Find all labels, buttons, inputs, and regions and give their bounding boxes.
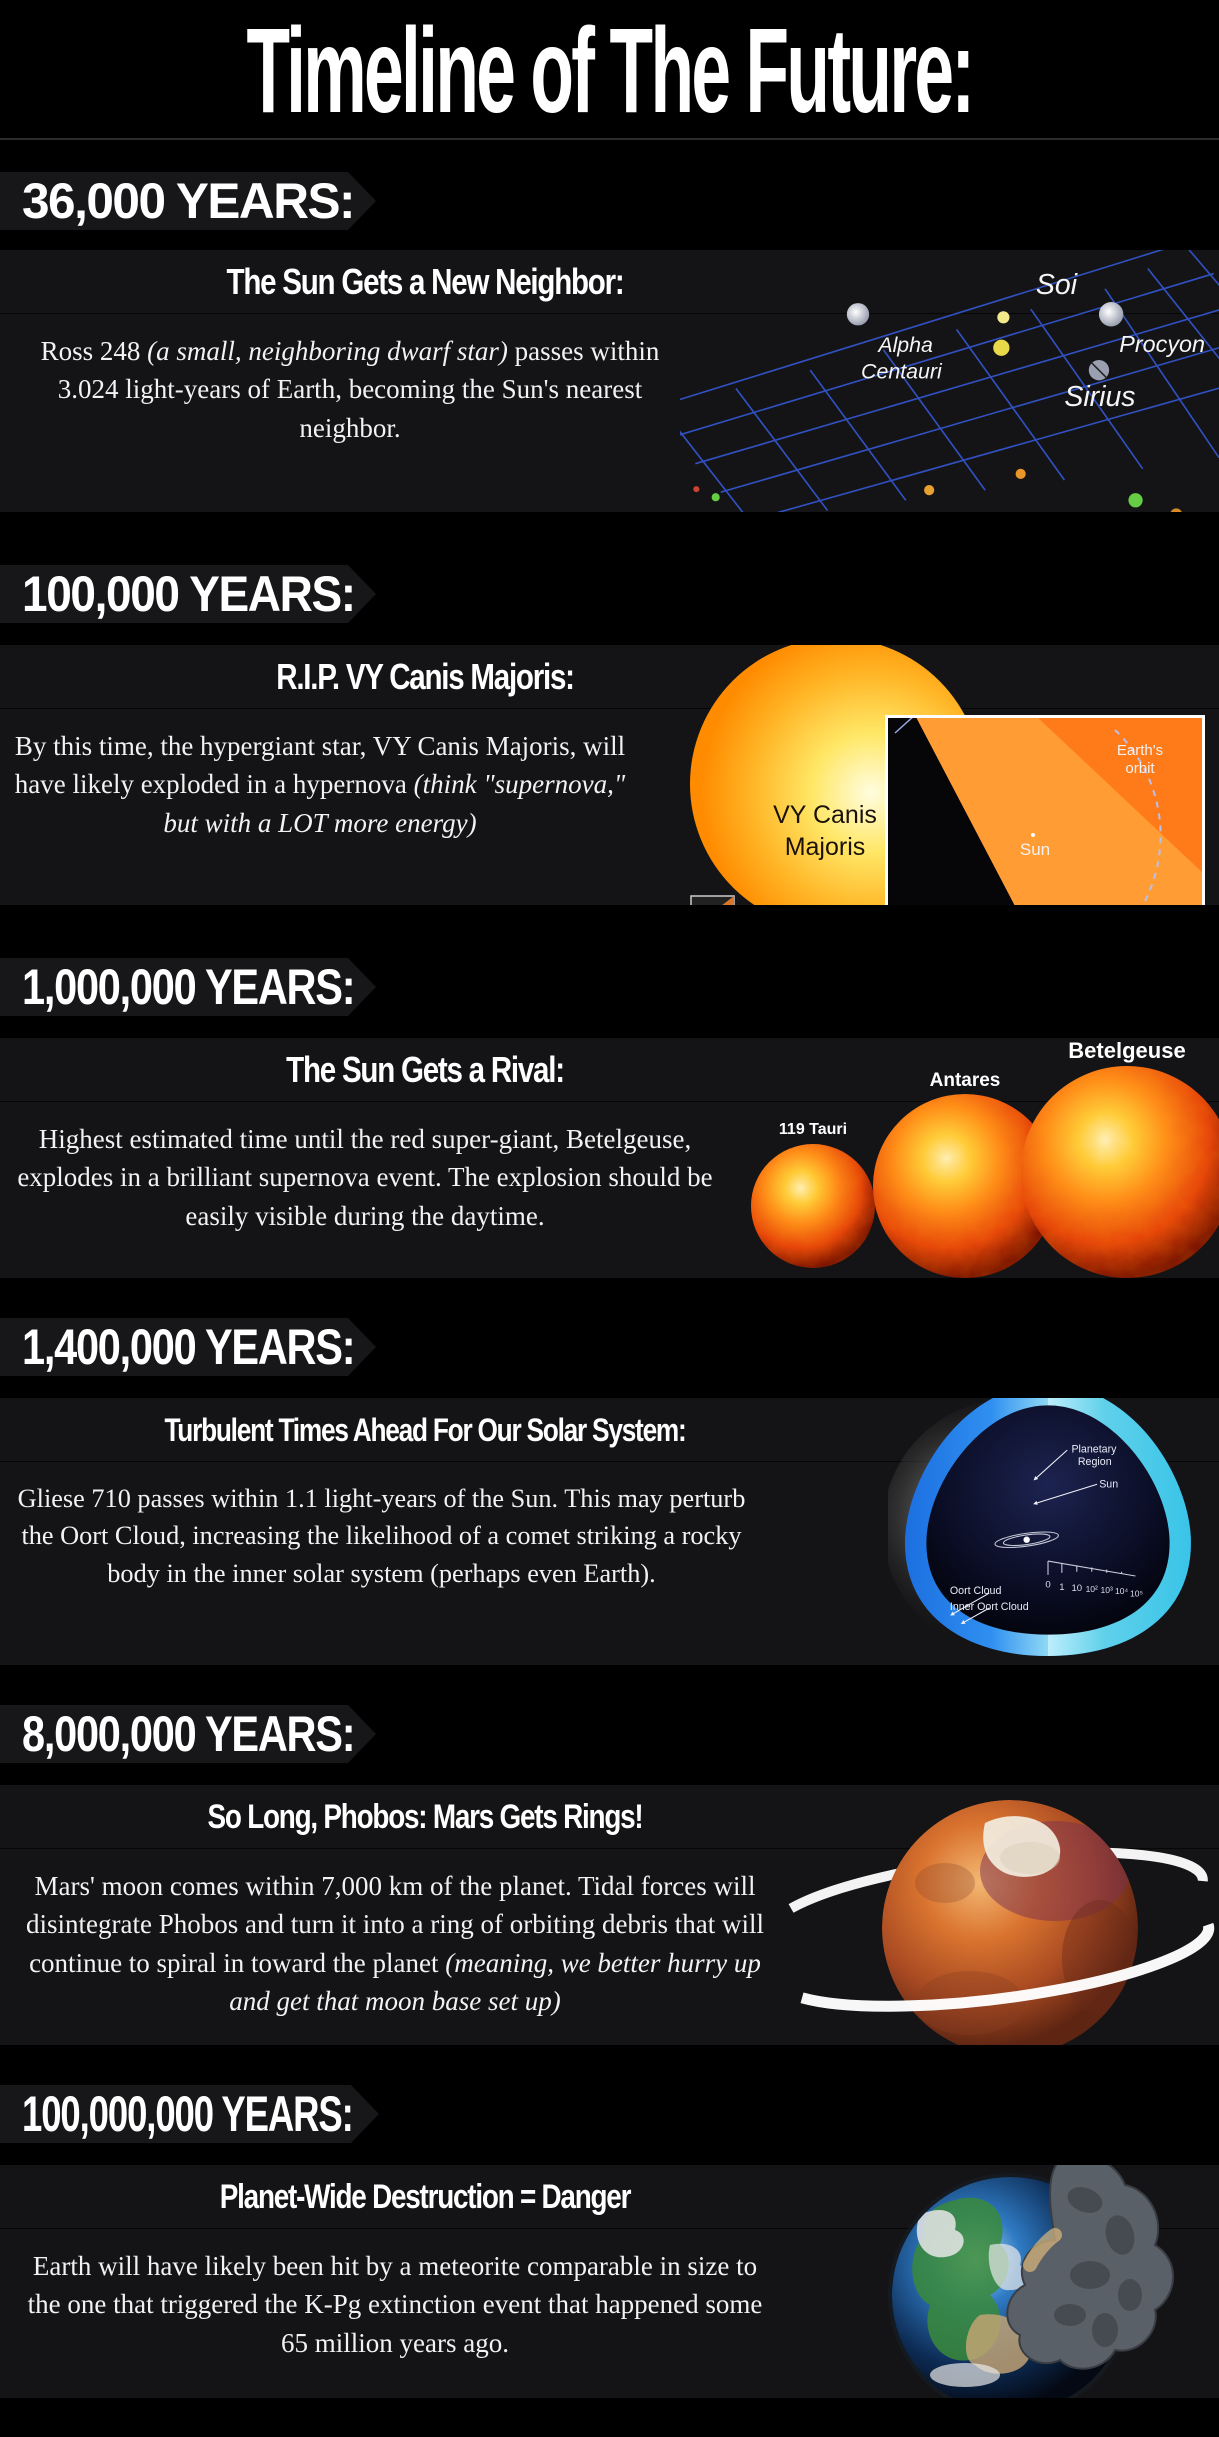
- svg-text:Antares: Antares: [930, 1070, 1001, 1091]
- svg-text:Sirius: Sirius: [1064, 381, 1135, 413]
- svg-text:Inner Oort Cloud: Inner Oort Cloud: [950, 1601, 1029, 1613]
- svg-text:10⁵: 10⁵: [1130, 1588, 1143, 1598]
- svg-text:10⁴: 10⁴: [1115, 1586, 1128, 1596]
- svg-text:Earth's: Earth's: [1117, 742, 1163, 759]
- svg-text:10³: 10³: [1101, 1585, 1113, 1595]
- svg-text:Centauri: Centauri: [861, 359, 943, 383]
- svg-text:Region: Region: [1078, 1456, 1112, 1468]
- svg-text:orbit: orbit: [1125, 760, 1155, 777]
- svg-text:10²: 10²: [1086, 1584, 1098, 1594]
- svg-text:Soi: Soi: [1036, 269, 1078, 301]
- svg-text:Procyon: Procyon: [1119, 331, 1205, 357]
- svg-text:Sun: Sun: [1099, 1478, 1118, 1490]
- svg-text:Planetary: Planetary: [1071, 1443, 1117, 1455]
- svg-text:Oort Cloud: Oort Cloud: [950, 1585, 1002, 1597]
- svg-text:Betelgeuse: Betelgeuse: [1068, 1038, 1185, 1063]
- svg-text:Sun: Sun: [1020, 840, 1050, 859]
- svg-text:119 Tauri: 119 Tauri: [779, 1121, 847, 1138]
- svg-text:10: 10: [1071, 1583, 1082, 1594]
- svg-text:Alpha: Alpha: [876, 333, 933, 357]
- svg-text:Majoris: Majoris: [785, 833, 866, 861]
- svg-text:1: 1: [1059, 1582, 1064, 1593]
- svg-text:VY Canis: VY Canis: [773, 801, 877, 829]
- svg-text:0: 0: [1045, 1580, 1050, 1591]
